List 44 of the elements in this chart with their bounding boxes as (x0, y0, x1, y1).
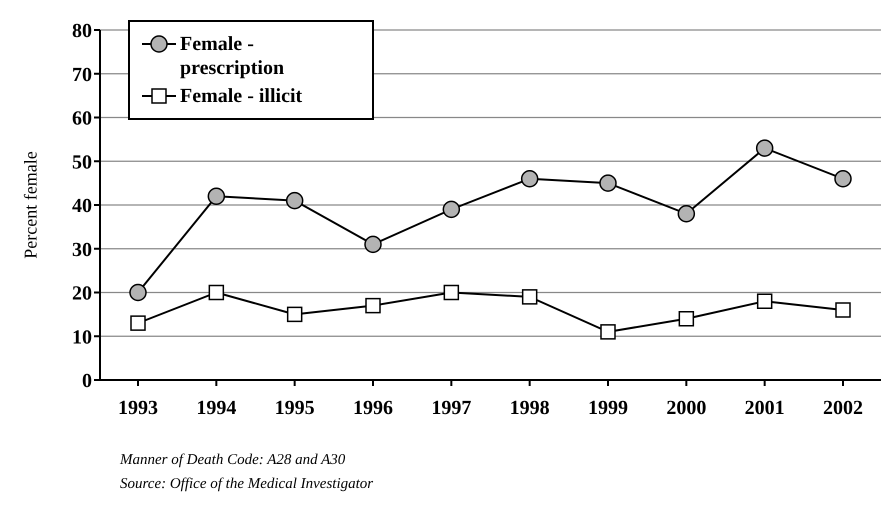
x-tick-label: 2002 (823, 397, 863, 420)
y-tick-label: 20 (72, 282, 92, 305)
point (835, 302, 851, 318)
point (520, 170, 538, 188)
point (286, 192, 304, 210)
point (600, 324, 616, 340)
point (678, 205, 696, 222)
x-tick-label: 1999 (588, 397, 628, 420)
x-tick-label: 2001 (744, 397, 785, 420)
legend-label: Female - prescription (180, 32, 286, 80)
y-tick-label: 30 (72, 238, 92, 261)
x-tick-label: 1997 (431, 397, 472, 420)
point (599, 174, 617, 192)
y-tick-label: 10 (72, 326, 92, 348)
point (442, 200, 460, 218)
x-tick-label: 1996 (353, 397, 393, 420)
legend-label: Female - illicit (180, 84, 302, 108)
point (756, 294, 772, 309)
point (365, 298, 381, 314)
point (522, 289, 538, 305)
point (129, 284, 147, 302)
x-tick-label: 1993 (118, 397, 158, 420)
y-tick-label: 80 (72, 20, 92, 42)
x-tick-label: 2000 (666, 397, 706, 420)
point (364, 236, 382, 254)
y-tick-label: 40 (72, 195, 92, 218)
x-tick-label: 1998 (510, 397, 550, 420)
point (756, 139, 774, 157)
y-tick-label: 60 (72, 108, 92, 130)
point (444, 284, 460, 300)
point (208, 188, 226, 205)
point (130, 315, 146, 331)
y-tick-label: 70 (72, 64, 92, 86)
x-tick-label: 1995 (274, 397, 315, 420)
y-tick-label: 50 (72, 151, 92, 174)
y-axis-title: Percent female (20, 151, 40, 259)
source-note: Source: Office of the Medical Investigator (120, 475, 374, 494)
y-tick-label: 0 (82, 370, 92, 392)
point (286, 306, 302, 322)
x-tick-label: 1994 (196, 397, 236, 420)
text: Manner of Death Code: A28 and A30 (120, 451, 346, 470)
point (678, 311, 694, 326)
point (208, 284, 224, 300)
point (834, 170, 852, 188)
